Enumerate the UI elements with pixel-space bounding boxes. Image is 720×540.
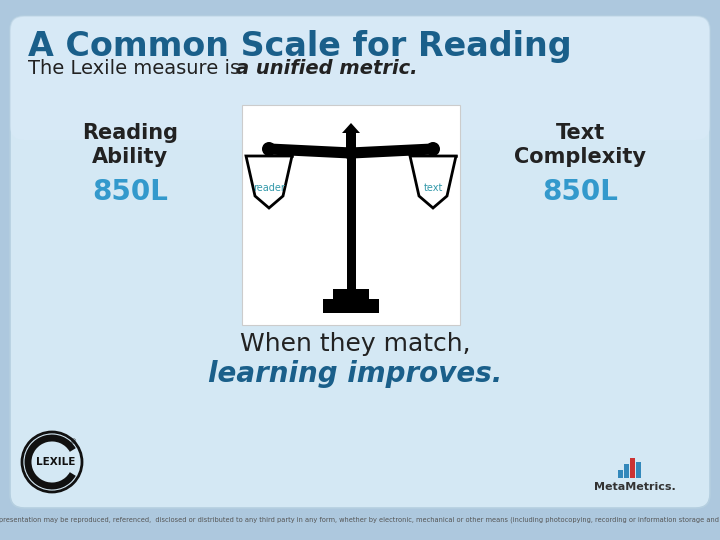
- Text: a unified metric.: a unified metric.: [236, 59, 418, 78]
- Bar: [624, 464, 629, 478]
- Text: Reading
Ability: Reading Ability: [82, 123, 178, 167]
- Circle shape: [344, 146, 358, 160]
- Bar: [630, 458, 635, 478]
- Circle shape: [262, 142, 276, 156]
- Bar: [323, 299, 379, 313]
- FancyBboxPatch shape: [242, 105, 460, 325]
- Polygon shape: [246, 156, 292, 208]
- Bar: [636, 462, 641, 478]
- FancyBboxPatch shape: [10, 16, 710, 140]
- Text: 850L: 850L: [92, 178, 168, 206]
- Text: When they match,: When they match,: [240, 332, 470, 356]
- Text: reader: reader: [253, 183, 285, 193]
- Circle shape: [426, 142, 440, 156]
- Text: learning improves.: learning improves.: [208, 360, 502, 388]
- Polygon shape: [410, 156, 456, 208]
- Bar: [346, 151, 356, 289]
- Text: text: text: [423, 183, 443, 193]
- Bar: [333, 289, 369, 299]
- Bar: [618, 470, 623, 478]
- FancyBboxPatch shape: [10, 16, 710, 508]
- Text: A Common Scale for Reading: A Common Scale for Reading: [28, 30, 572, 63]
- Text: 850L: 850L: [542, 178, 618, 206]
- Polygon shape: [342, 123, 360, 151]
- Text: LEXILE: LEXILE: [36, 457, 76, 467]
- Text: ®: ®: [71, 439, 78, 445]
- Text: he contents of this presentation, including the concepts and processes contained: he contents of this presentation, includ…: [0, 516, 720, 524]
- Text: Text
Complexity: Text Complexity: [514, 123, 646, 167]
- Text: MetaMetrics.: MetaMetrics.: [594, 482, 676, 492]
- Text: The Lexile measure is: The Lexile measure is: [28, 59, 246, 78]
